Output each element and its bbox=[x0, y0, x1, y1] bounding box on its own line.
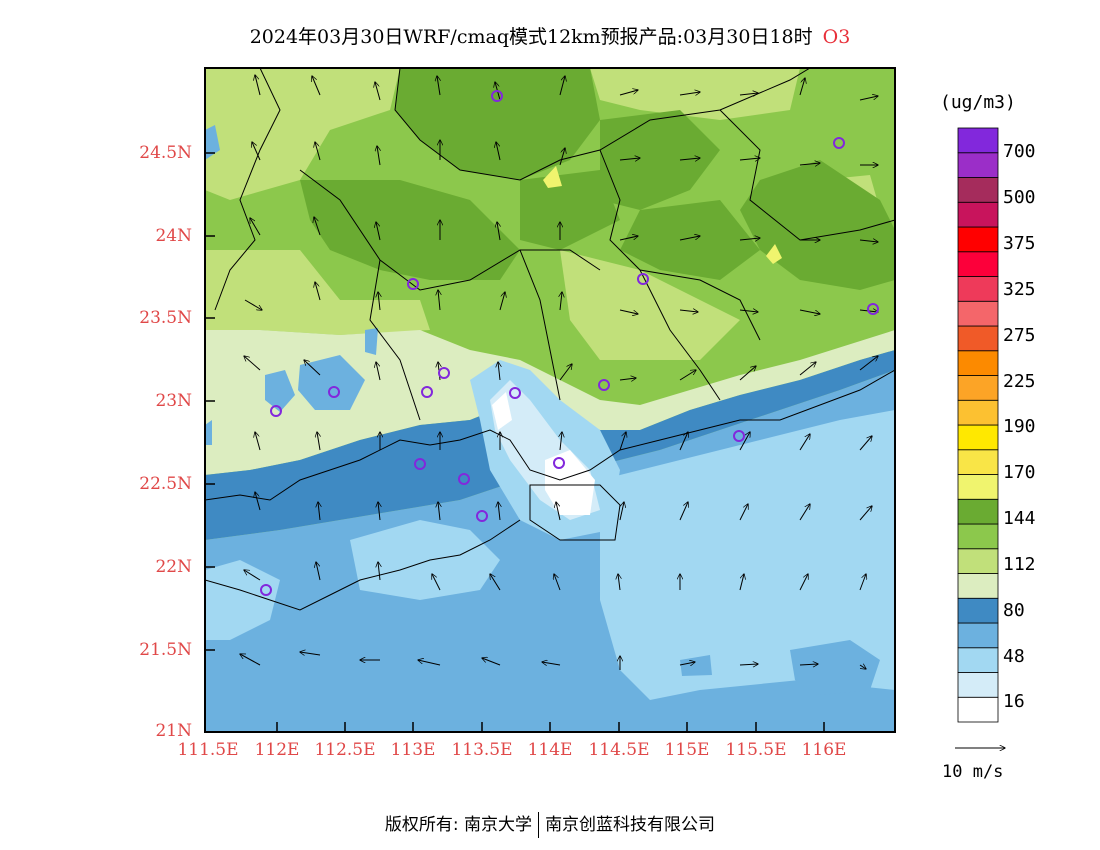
colorbar-swatch bbox=[957, 424, 999, 451]
colorbar-label: 225 bbox=[1003, 371, 1036, 392]
colorbar-label: 80 bbox=[1003, 600, 1025, 621]
colorbar-swatch bbox=[957, 597, 999, 624]
colorbar-swatch bbox=[957, 251, 999, 277]
colorbar-label: 112 bbox=[1003, 554, 1036, 575]
reference-wind-label: 10 m/s bbox=[942, 762, 1004, 782]
colorbar-swatch bbox=[957, 696, 999, 723]
lat-label: 22N bbox=[155, 557, 192, 577]
colorbar-label: 700 bbox=[1003, 141, 1036, 162]
colorbar-label: 375 bbox=[1003, 233, 1036, 254]
colorbar-swatch bbox=[957, 375, 999, 401]
footer-divider bbox=[538, 812, 540, 838]
colorbar-swatch bbox=[957, 399, 999, 426]
colorbar-unit: (ug/m3) bbox=[940, 92, 1016, 113]
copyright-left: 版权所有: 南京大学 bbox=[384, 815, 533, 835]
colorbar-swatch bbox=[957, 622, 999, 649]
colorbar-label: 500 bbox=[1003, 187, 1036, 208]
o3-concentration-field bbox=[205, 68, 895, 732]
colorbar-swatch bbox=[957, 523, 999, 550]
colorbar-label: 275 bbox=[1003, 325, 1036, 346]
colorbar-swatch bbox=[957, 325, 999, 352]
copyright-right: 南京创蓝科技有限公司 bbox=[545, 815, 716, 835]
coastline-and-boundaries bbox=[205, 68, 895, 611]
copyright-footer: 版权所有: 南京大学 南京创蓝科技有限公司 bbox=[0, 810, 1100, 838]
colorbar-label: 190 bbox=[1003, 416, 1036, 437]
colorbar-swatch bbox=[957, 647, 999, 673]
lat-label: 21.5N bbox=[139, 640, 192, 660]
colorbar-swatch bbox=[957, 350, 999, 376]
lat-label: 21N bbox=[155, 721, 192, 741]
lat-label: 22.5N bbox=[139, 474, 192, 494]
lat-label: 24.5N bbox=[139, 143, 192, 163]
title-text: 2024年03月30日WRF/cmaq模式12km预报产品:03月30日18时 bbox=[249, 26, 813, 48]
colorbar-swatch bbox=[957, 474, 999, 500]
colorbar-swatch bbox=[957, 573, 999, 599]
colorbar-swatch bbox=[957, 127, 999, 154]
colorbar-swatch bbox=[957, 300, 999, 327]
colorbar-label: 325 bbox=[1003, 279, 1036, 300]
lat-label: 24N bbox=[155, 226, 192, 246]
lon-label: 113E bbox=[390, 740, 436, 760]
lon-label: 115.5E bbox=[725, 740, 787, 760]
lon-label: 112E bbox=[254, 740, 300, 760]
lat-label: 23N bbox=[155, 391, 192, 411]
colorbar-swatch bbox=[957, 449, 999, 475]
lon-label: 115E bbox=[664, 740, 710, 760]
colorbar bbox=[957, 127, 999, 723]
lon-label: 111.5E bbox=[177, 740, 239, 760]
monitoring-stations bbox=[260, 90, 879, 596]
colorbar-swatch bbox=[957, 177, 999, 203]
colorbar-swatch bbox=[957, 201, 999, 228]
lon-label: 116E bbox=[801, 740, 847, 760]
lon-label: 113.5E bbox=[451, 740, 513, 760]
colorbar-swatch bbox=[957, 276, 999, 302]
colorbar-swatch bbox=[957, 548, 999, 574]
colorbar-swatch bbox=[957, 152, 999, 178]
chart-title: 2024年03月30日WRF/cmaq模式12km预报产品:03月30日18时 O… bbox=[0, 22, 1100, 49]
colorbar-swatch bbox=[957, 672, 999, 698]
pollutant-label: O3 bbox=[822, 26, 851, 48]
colorbar-label: 144 bbox=[1003, 508, 1036, 529]
wind-vectors bbox=[240, 75, 878, 670]
colorbar-label: 48 bbox=[1003, 646, 1025, 667]
lon-label: 114E bbox=[527, 740, 573, 760]
lat-label: 23.5N bbox=[139, 308, 192, 328]
colorbar-swatch bbox=[957, 226, 999, 253]
colorbar-label: 16 bbox=[1003, 691, 1025, 712]
colorbar-label: 170 bbox=[1003, 462, 1036, 483]
axis-ticks bbox=[205, 152, 825, 732]
lon-label: 114.5E bbox=[588, 740, 650, 760]
colorbar-swatch bbox=[957, 498, 999, 525]
lon-label: 112.5E bbox=[314, 740, 376, 760]
